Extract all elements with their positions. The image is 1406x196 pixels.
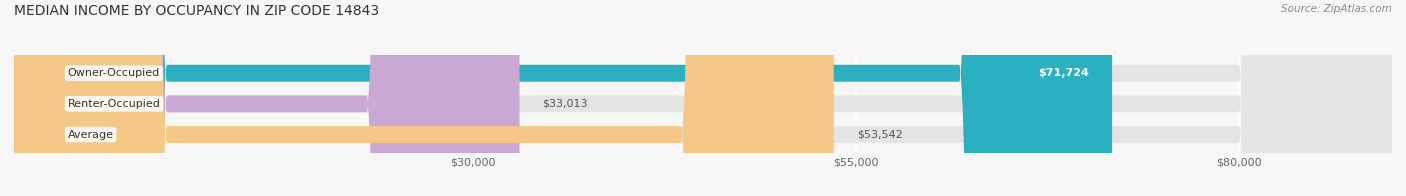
Text: MEDIAN INCOME BY OCCUPANCY IN ZIP CODE 14843: MEDIAN INCOME BY OCCUPANCY IN ZIP CODE 1… [14, 4, 380, 18]
Text: Owner-Occupied: Owner-Occupied [67, 68, 160, 78]
Text: Source: ZipAtlas.com: Source: ZipAtlas.com [1281, 4, 1392, 14]
Text: $71,724: $71,724 [1038, 68, 1090, 78]
Text: $53,542: $53,542 [856, 130, 903, 140]
Text: Renter-Occupied: Renter-Occupied [67, 99, 160, 109]
FancyBboxPatch shape [14, 0, 1392, 196]
Text: $33,013: $33,013 [543, 99, 588, 109]
FancyBboxPatch shape [14, 0, 834, 196]
FancyBboxPatch shape [14, 0, 1112, 196]
FancyBboxPatch shape [14, 0, 1392, 196]
FancyBboxPatch shape [14, 0, 1392, 196]
Text: Average: Average [67, 130, 114, 140]
FancyBboxPatch shape [14, 0, 519, 196]
